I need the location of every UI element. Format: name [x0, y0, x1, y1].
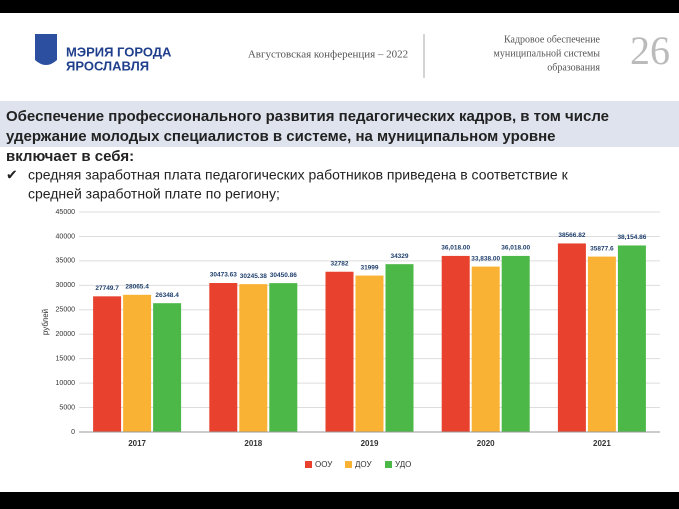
x-tick-label: 2019 — [361, 439, 379, 448]
legend-label: ООУ — [315, 460, 333, 469]
y-tick-label: 10000 — [56, 380, 76, 387]
value-label: 38566.82 — [558, 232, 585, 239]
bar — [269, 283, 298, 432]
y-tick-label: 35000 — [56, 258, 76, 265]
value-label: 31999 — [360, 264, 378, 271]
bar — [209, 283, 238, 432]
page-number: 26 — [630, 28, 670, 73]
value-label: 36,018.00 — [501, 245, 530, 252]
legend-swatch — [305, 461, 312, 468]
value-label: 26348.4 — [155, 292, 179, 299]
value-label: 33,838.00 — [471, 255, 500, 262]
value-label: 30245.38 — [240, 273, 267, 280]
bar — [123, 294, 152, 432]
section: муниципальной системы — [494, 48, 601, 59]
heading: включает в себя: — [6, 148, 134, 165]
bar — [471, 266, 500, 432]
y-tick-label: 30000 — [56, 282, 76, 289]
bar — [557, 243, 586, 432]
bar — [617, 245, 646, 432]
y-tick-label: 45000 — [56, 209, 76, 216]
bar — [93, 296, 122, 432]
heading-bg — [0, 101, 679, 147]
bar — [501, 255, 530, 432]
y-tick-label: 0 — [71, 429, 75, 436]
logo-shield — [35, 34, 57, 65]
value-label: 38,154.86 — [617, 234, 646, 241]
logo-text: МЭРИЯ ГОРОДА — [66, 44, 172, 59]
section: Кадровое обеспечение — [504, 34, 601, 45]
y-tick-label: 20000 — [56, 331, 76, 338]
value-label: 36,018.00 — [441, 245, 470, 252]
top-bar — [0, 0, 679, 13]
logo-text: ЯРОСЛАВЛЯ — [66, 58, 149, 73]
bullet-mark: ✔ — [6, 167, 18, 183]
chart: 0 5000 10000 15000 20000 25000 30000 35000 40000… — [41, 209, 660, 469]
legend-label: ДОУ — [355, 460, 372, 469]
x-tick-label: 2017 — [128, 439, 146, 448]
bottom-bar — [0, 492, 679, 509]
value-label: 30450.86 — [270, 272, 297, 279]
legend-label: УДО — [395, 460, 411, 469]
y-tick-label: 15000 — [56, 356, 76, 363]
x-tick-label: 2020 — [477, 439, 495, 448]
value-label: 27749.7 — [95, 285, 119, 292]
conference: Августовская конференция – 2022 — [248, 49, 408, 61]
value-label: 30473.63 — [210, 272, 237, 279]
y-tick-label: 40000 — [56, 233, 76, 240]
bar — [355, 275, 384, 432]
x-tick-label: 2018 — [244, 439, 262, 448]
legend-swatch — [385, 461, 392, 468]
heading: Обеспечение профессионального развития п… — [6, 108, 609, 125]
y-axis-label: рублей — [41, 309, 50, 335]
bar — [239, 284, 268, 432]
value-label: 35877.6 — [590, 245, 614, 252]
value-label: 32782 — [330, 260, 348, 267]
y-tick-label: 5000 — [59, 404, 75, 411]
section: образования — [547, 62, 600, 73]
bullet-text: средней заработной плате по региону; — [28, 186, 280, 202]
value-label: 34329 — [390, 253, 408, 260]
legend-swatch — [345, 461, 352, 468]
x-tick-label: 2021 — [593, 439, 611, 448]
y-tick-label: 25000 — [56, 307, 76, 314]
value-label: 28065.4 — [125, 284, 149, 291]
bar — [385, 264, 414, 432]
bar — [441, 255, 470, 432]
bar — [325, 271, 354, 432]
bar — [587, 256, 616, 432]
bullet-text: средняя заработная плата педагогических … — [28, 167, 569, 183]
heading: удержание молодых специалистов в системе… — [6, 128, 556, 145]
bar — [153, 303, 182, 432]
